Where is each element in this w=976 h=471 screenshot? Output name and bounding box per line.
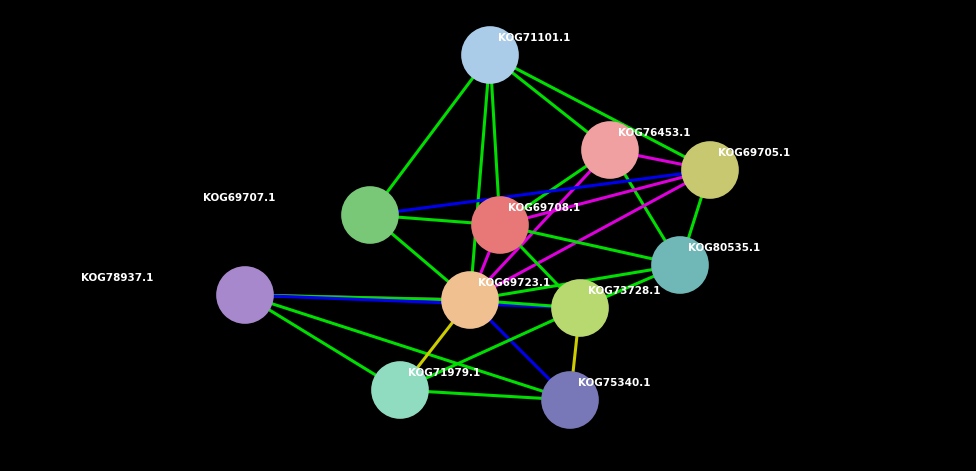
Circle shape	[552, 280, 608, 336]
Text: KOG80535.1: KOG80535.1	[688, 243, 760, 253]
Circle shape	[542, 372, 598, 428]
Text: KOG69708.1: KOG69708.1	[508, 203, 581, 213]
Text: KOG76453.1: KOG76453.1	[618, 128, 690, 138]
Text: KOG69723.1: KOG69723.1	[478, 278, 550, 288]
Text: KOG71979.1: KOG71979.1	[408, 368, 480, 378]
Text: KOG69707.1: KOG69707.1	[203, 193, 275, 203]
Circle shape	[472, 197, 528, 253]
Circle shape	[652, 237, 708, 293]
Circle shape	[462, 27, 518, 83]
Text: KOG69705.1: KOG69705.1	[718, 148, 791, 158]
Circle shape	[342, 187, 398, 243]
Circle shape	[442, 272, 498, 328]
Circle shape	[682, 142, 738, 198]
Circle shape	[582, 122, 638, 178]
Circle shape	[217, 267, 273, 323]
Text: KOG78937.1: KOG78937.1	[81, 273, 153, 283]
Text: KOG73728.1: KOG73728.1	[588, 286, 661, 296]
Text: KOG71101.1: KOG71101.1	[498, 33, 570, 43]
Circle shape	[372, 362, 428, 418]
Text: KOG75340.1: KOG75340.1	[578, 378, 650, 388]
